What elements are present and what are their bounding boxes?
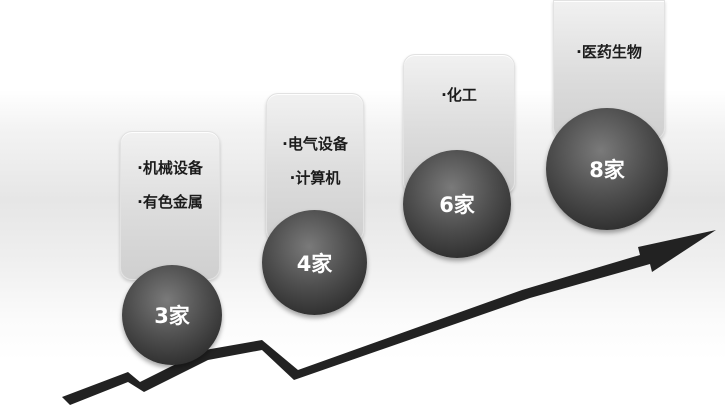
- step-count-2: 4家: [262, 210, 367, 315]
- step-count-1: 3家: [122, 265, 222, 365]
- step-count-3: 6家: [403, 150, 511, 258]
- step-3-item-1: ·化工: [441, 86, 477, 104]
- step-4-item-1: ·医药生物: [576, 43, 642, 61]
- step-card-1: ·机械设备 ·有色金属: [120, 131, 220, 280]
- step-2-item-2: ·计算机: [289, 169, 341, 187]
- step-4-count: 8家: [589, 158, 625, 182]
- step-count-4: 8家: [546, 108, 668, 230]
- step-1-count: 3家: [154, 304, 190, 328]
- step-3-count: 6家: [439, 193, 475, 217]
- step-1-item-2: ·有色金属: [137, 193, 203, 211]
- arrow-shape: [62, 230, 716, 405]
- step-1-item-1: ·机械设备: [137, 159, 203, 177]
- step-2-item-1: ·电气设备: [282, 135, 348, 153]
- step-2-count: 4家: [296, 251, 333, 276]
